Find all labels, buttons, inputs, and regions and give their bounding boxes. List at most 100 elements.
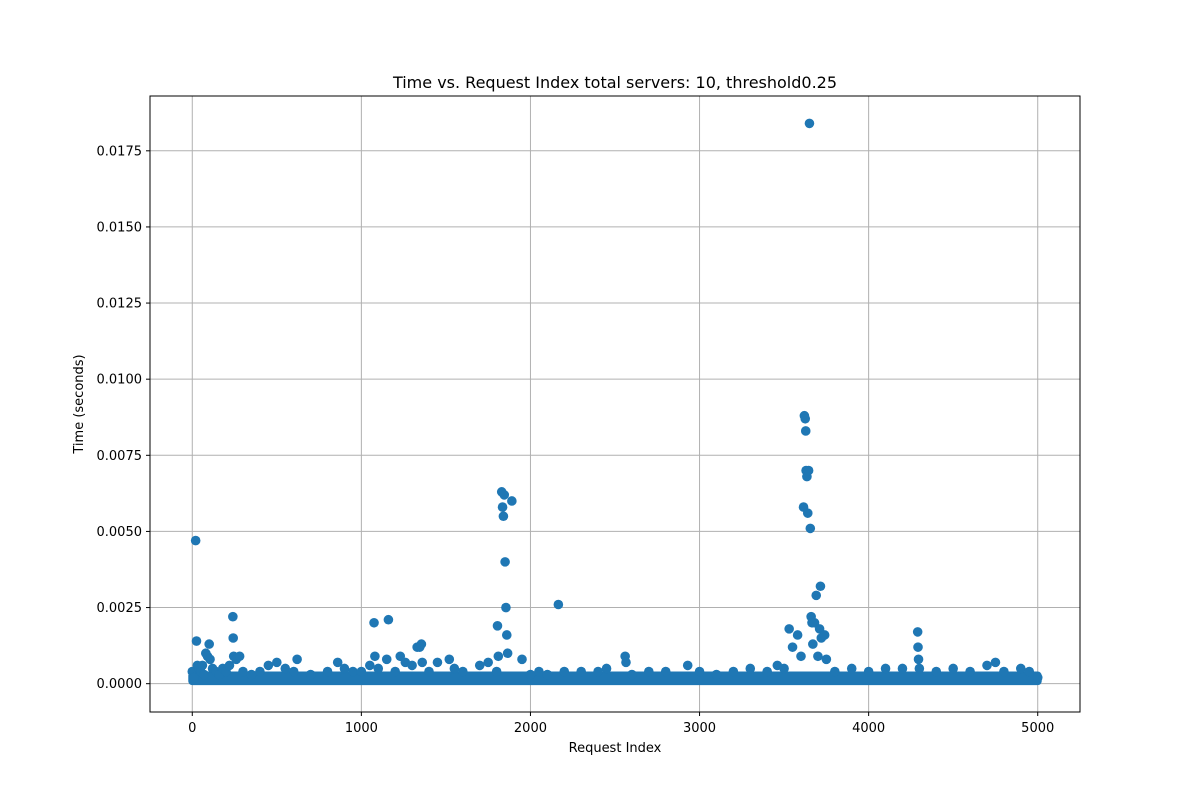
y-axis-label: Time (seconds) [72,354,87,454]
data-point [805,523,816,534]
y-tick-label: 0.0175 [97,144,143,159]
data-point [811,590,822,601]
data-point [500,557,510,567]
x-tick-label: 5000 [1021,721,1054,736]
data-point [474,660,485,671]
data-point [913,642,923,652]
tick-layer: 0 1000 2000 3000 4000 5000 0.0000 0.0025 0.0050 0… [97,144,1055,736]
y-tick-label: 0.0050 [97,525,143,540]
chart-title: Time vs. Request Index total servers: 10… [392,73,837,92]
data-point [348,666,358,677]
data-point [779,663,789,674]
data-point [762,666,772,677]
data-point [965,666,975,677]
data-point [990,657,1001,668]
data-point [517,654,527,665]
data-point [931,666,942,677]
points-layer [187,118,1043,683]
data-point [863,666,874,677]
data-point [280,663,291,674]
data-point [501,630,512,640]
y-tick-label: 0.0075 [97,449,143,464]
data-point [803,465,814,476]
data-point [576,666,586,677]
data-point [492,621,503,631]
data-point [534,666,544,677]
x-axis-label: Request Index [569,741,662,756]
data-point [897,663,908,674]
data-point [228,611,238,622]
data-point [914,663,925,674]
data-point [808,639,818,649]
data-point [292,654,302,665]
data-point [458,666,468,677]
data-point [493,651,504,662]
data-point [507,496,517,506]
data-point [999,666,1009,677]
data-point [272,657,282,668]
data-point [491,666,502,677]
data-point [559,666,570,677]
data-point [417,657,428,668]
data-point [224,660,235,671]
data-point [796,651,806,662]
data-point [660,666,671,677]
data-point [644,666,654,677]
data-point [499,490,510,500]
data-point [804,118,815,129]
data-point [502,648,513,659]
data-point [821,654,832,665]
data-point [525,669,536,680]
x-tick-label: 3000 [683,721,716,736]
data-point [711,669,722,680]
data-point [373,663,384,674]
data-point [813,651,823,662]
data-point [542,669,553,680]
data-point [204,639,214,649]
data-point [305,669,316,680]
data-point [627,669,637,680]
data-point [424,666,434,677]
data-point [593,666,603,677]
y-tick-label: 0.0025 [97,601,143,616]
x-tick-label: 4000 [852,721,885,736]
grid-layer [150,96,1080,712]
baseline-band-layer [188,671,1042,686]
data-point [601,663,612,674]
data-point [197,660,208,671]
data-point [228,633,238,643]
data-point [383,614,394,625]
data-point [416,639,427,649]
x-tick-label: 2000 [514,721,547,736]
data-point [800,426,811,436]
data-point [238,666,248,677]
data-point [792,630,803,640]
data-point [819,630,830,640]
data-point [1032,672,1043,683]
data-point [205,654,215,665]
data-point [483,657,493,668]
data-point [784,624,794,634]
data-point [246,669,257,680]
data-point [199,669,209,680]
data-point [694,666,705,677]
data-point [800,413,811,424]
data-point [449,663,460,674]
data-point [912,627,923,637]
data-point [621,657,631,668]
data-point [332,657,343,668]
data-point [880,663,891,674]
data-point [432,657,443,668]
x-tick-label: 0 [188,721,196,736]
data-point [191,636,202,646]
data-point [190,535,201,546]
data-point [745,663,756,674]
data-point [682,660,693,671]
data-point [255,666,265,677]
data-point [390,666,400,677]
y-tick-label: 0.0150 [97,220,143,235]
data-point [444,654,455,665]
data-point [381,654,392,665]
data-point [322,666,333,677]
